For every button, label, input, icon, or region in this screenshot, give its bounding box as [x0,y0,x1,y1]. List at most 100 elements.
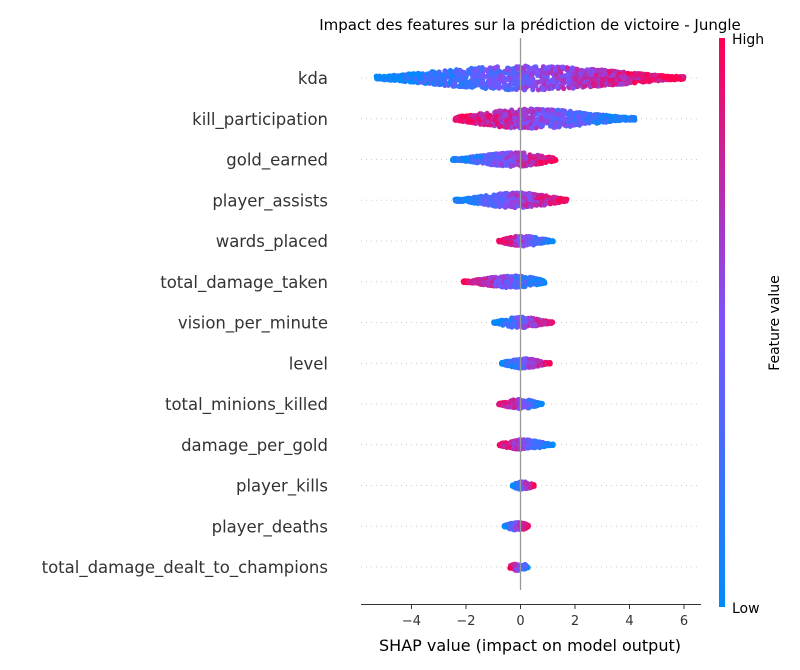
x-tick-label: −2 [456,614,475,629]
shap-point [590,81,597,87]
shap-point [640,79,646,85]
shap-point [463,113,469,119]
shap-point [592,112,598,118]
shap-point [530,109,536,115]
feature-label: total_damage_taken [160,273,328,293]
shap-point [514,192,520,198]
shap-point [568,122,574,129]
shap-point [456,71,462,78]
shap-point [502,202,508,208]
shap-point [530,323,536,329]
shap-point [633,72,639,79]
shap-point [555,111,562,117]
shap-point [584,115,591,122]
shap-point [457,118,463,124]
shap-point [493,278,500,285]
shap-point [575,83,581,90]
shap-point [392,77,398,83]
shap-point [526,279,532,286]
shap-point [381,73,387,79]
shap-point [426,73,432,79]
colorbar-gradient [719,38,725,607]
shap-point [571,117,578,123]
shap-point [462,77,468,84]
shap-point [491,154,497,160]
shap-point [413,76,419,82]
shap-point [468,118,474,124]
shap-point [523,202,529,208]
shap-point [511,362,517,369]
shap-point [422,79,428,85]
shap-point [522,521,529,527]
feature-label: kill_participation [192,110,328,130]
shap-point [538,67,545,73]
shap-point [504,77,510,83]
shap-point [433,76,439,82]
beeswarm-points [373,63,687,573]
shap-point [396,74,402,81]
shap-point [631,79,638,86]
shap-point [535,87,542,93]
shap-point [546,64,552,70]
shap-point [500,197,507,203]
shap-point [522,124,528,130]
shap-point [508,125,514,131]
colorbar: High Low Feature value [719,32,783,617]
feature-label: kda [298,69,328,88]
shap-point [560,78,566,84]
shap-point [479,111,485,117]
shap-point [625,70,632,77]
colorbar-low-label: Low [732,601,760,617]
x-tick-label: −4 [402,614,421,629]
x-tick-label: 0 [516,614,524,629]
shap-point [520,283,527,290]
shap-point [503,399,509,405]
shap-point [548,121,554,127]
shap-point [527,66,533,72]
shap-point [472,154,478,160]
shap-point [496,237,502,243]
shap-point [529,202,535,208]
shap-point [502,111,508,117]
feature-label: player_kills [236,477,328,497]
shap-point [600,78,606,84]
shap-point [531,438,537,445]
shap-point [500,443,506,449]
shap-point [538,122,544,128]
shap-point [607,81,613,88]
shap-point [593,72,599,78]
feature-label: damage_per_gold [181,436,328,456]
shap-point [520,70,526,76]
feature-label: total_minions_killed [165,395,328,415]
shap-point [560,121,567,127]
shap-point [472,72,478,78]
shap-point [576,76,582,82]
shap-point [513,111,519,117]
shap-point [536,442,542,449]
shap-point [515,280,521,286]
shap-point [532,121,538,127]
shap-point [490,198,496,204]
shap-point [521,162,527,168]
feature-label: total_damage_dealt_to_champions [42,558,328,578]
shap-point [456,83,462,89]
shap-point [492,117,498,123]
shap-point [463,197,469,203]
shap-point [511,482,518,488]
shap-point [562,116,568,123]
feature-label: player_deaths [212,517,328,537]
shap-point [608,118,614,124]
shap-point [490,80,496,86]
feature-label: vision_per_minute [178,314,328,334]
shap-point [525,438,531,444]
shap-point [498,73,504,79]
shap-point [494,193,500,199]
shap-point [511,440,517,446]
feature-label: level [289,354,328,373]
shap-point [610,72,616,78]
shap-point [550,441,556,447]
shap-point [461,69,467,75]
shap-point [518,121,524,127]
shap-point [494,320,500,326]
shap-point [534,202,540,208]
